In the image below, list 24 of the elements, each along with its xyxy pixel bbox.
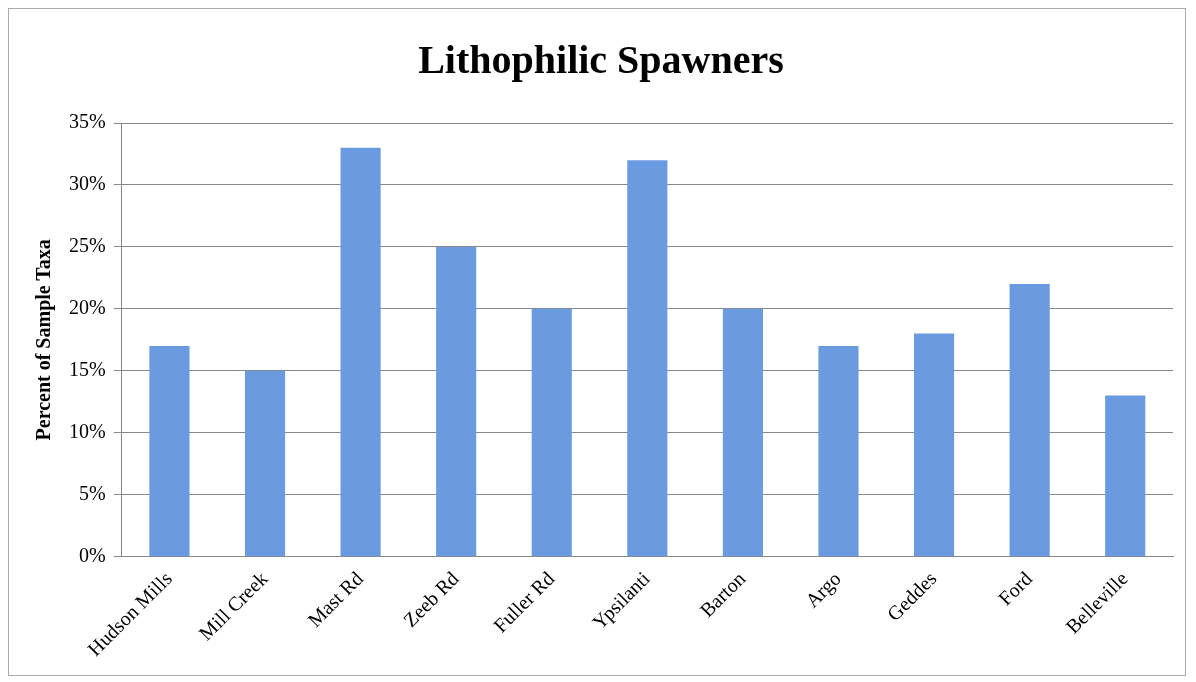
bar xyxy=(818,346,859,557)
y-tick-label: 20% xyxy=(68,296,106,319)
y-tick-label: 35% xyxy=(68,110,106,133)
bar xyxy=(244,370,286,557)
x-tick-label: Zeeb Rd xyxy=(398,567,463,631)
x-tick-label: Argo xyxy=(800,567,846,613)
bar xyxy=(627,160,668,557)
y-tick-label: 5% xyxy=(78,481,106,504)
bar xyxy=(722,308,763,557)
bar xyxy=(149,346,190,557)
bar xyxy=(1105,395,1146,557)
y-tick-label: 30% xyxy=(68,172,106,195)
bar xyxy=(531,308,572,557)
chart-title: Lithophilic Spawners xyxy=(418,37,784,83)
bar xyxy=(436,246,477,557)
bar xyxy=(1009,284,1050,557)
y-tick-label: 25% xyxy=(68,234,106,257)
y-tick-label: 10% xyxy=(68,419,106,442)
y-tick-label: 15% xyxy=(68,358,106,381)
y-axis-title: Percent of Sample Taxa xyxy=(32,239,56,441)
y-tick-label: 0% xyxy=(78,543,106,566)
x-tick-label: Mast Rd xyxy=(303,567,368,631)
bar xyxy=(913,333,955,557)
bar xyxy=(340,147,381,557)
